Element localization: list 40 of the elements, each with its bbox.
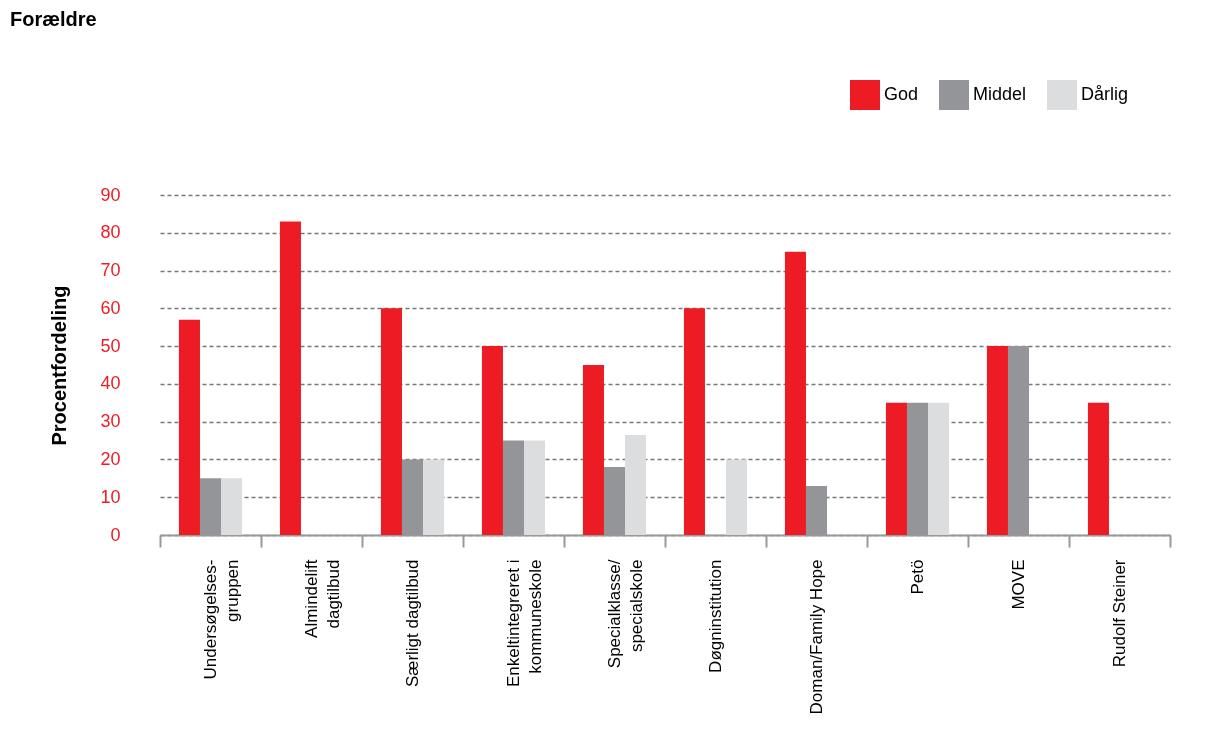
- x-tick-label: Døgninstitution: [706, 559, 725, 673]
- bar: [683, 308, 705, 535]
- bar: [885, 402, 907, 535]
- y-tick-label: 90: [100, 184, 121, 205]
- bar: [423, 459, 445, 535]
- bar: [582, 365, 604, 535]
- bar: [928, 402, 950, 535]
- x-tick-label: Almindelift dagtilbud: [302, 559, 343, 638]
- chart-title: Forældre: [10, 8, 97, 30]
- legend-label: Dårlig: [1081, 84, 1129, 104]
- x-tick-label: Petö: [908, 559, 927, 595]
- y-axis-title: Procentfordeling: [48, 285, 71, 446]
- y-tick-label: 40: [100, 373, 121, 394]
- bar: [221, 478, 243, 535]
- bar: [279, 221, 301, 535]
- bar: [986, 346, 1008, 535]
- x-tick-label: Undersøgelses- gruppen: [201, 559, 242, 680]
- bar: [726, 459, 748, 535]
- bar: [178, 319, 200, 535]
- bar: [784, 251, 806, 535]
- y-tick-label: 60: [100, 297, 121, 318]
- y-tick-label: 70: [100, 260, 121, 281]
- y-tick-label: 50: [100, 335, 121, 356]
- y-tick-label: 10: [100, 486, 121, 507]
- x-tick-label: Enkeltintegreret i kommuneskole: [504, 559, 545, 688]
- y-tick-label: 20: [100, 448, 121, 469]
- bar: [625, 434, 647, 535]
- x-tick-label: Særligt dagtilbud: [403, 559, 422, 688]
- x-tick-label: Rudolf Steiner: [1110, 559, 1129, 668]
- x-tick-label: MOVE: [1009, 559, 1028, 610]
- x-tick-label: Doman/Family Hope: [807, 559, 826, 715]
- legend-label: God: [884, 84, 919, 104]
- bar: [380, 308, 402, 535]
- y-tick-label: 30: [100, 411, 121, 432]
- bar: [481, 346, 503, 535]
- y-tick-label: 0: [110, 524, 121, 545]
- bar: [524, 440, 546, 535]
- bar: [1087, 402, 1109, 535]
- y-tick-label: 80: [100, 222, 121, 243]
- legend-label: Middel: [973, 84, 1027, 104]
